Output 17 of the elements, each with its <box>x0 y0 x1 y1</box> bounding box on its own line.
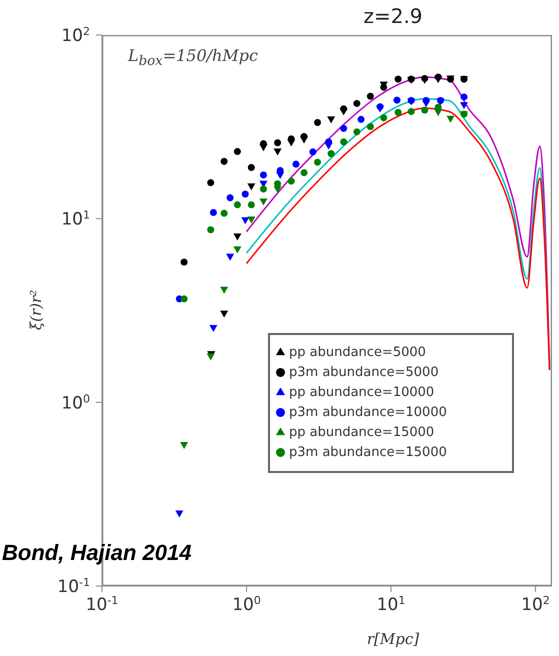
legend-label: p3m abundance=5000 <box>289 365 439 380</box>
legend-label: p3m abundance=10000 <box>289 405 447 420</box>
x-tick-label: 10$^{0}$ <box>232 594 261 615</box>
annotation: L$_{box}$=150/hMpc <box>128 46 258 70</box>
y-tick-label: 10$^{2}$ <box>61 24 90 46</box>
legend-label: p3m abundance=15000 <box>289 445 447 460</box>
chart-title: z=2.9 <box>363 4 423 28</box>
x-axis-title: r[Mpc] <box>366 630 420 648</box>
legend-label: pp abundance=10000 <box>289 385 434 400</box>
legend-label: pp abundance=15000 <box>289 425 434 440</box>
x-tick-label: 10$^{2}$ <box>521 594 550 615</box>
x-tick-label: 10$^{1}$ <box>376 594 406 615</box>
annotation: Bond, Hajian 2014 <box>2 540 192 566</box>
y-tick-label: 10$^{1}$ <box>61 208 90 230</box>
y-axis-title: ξ(r)r² <box>27 290 45 330</box>
y-tick-label: 10$^{0}$ <box>61 392 90 414</box>
legend-label: pp abundance=5000 <box>289 345 426 360</box>
